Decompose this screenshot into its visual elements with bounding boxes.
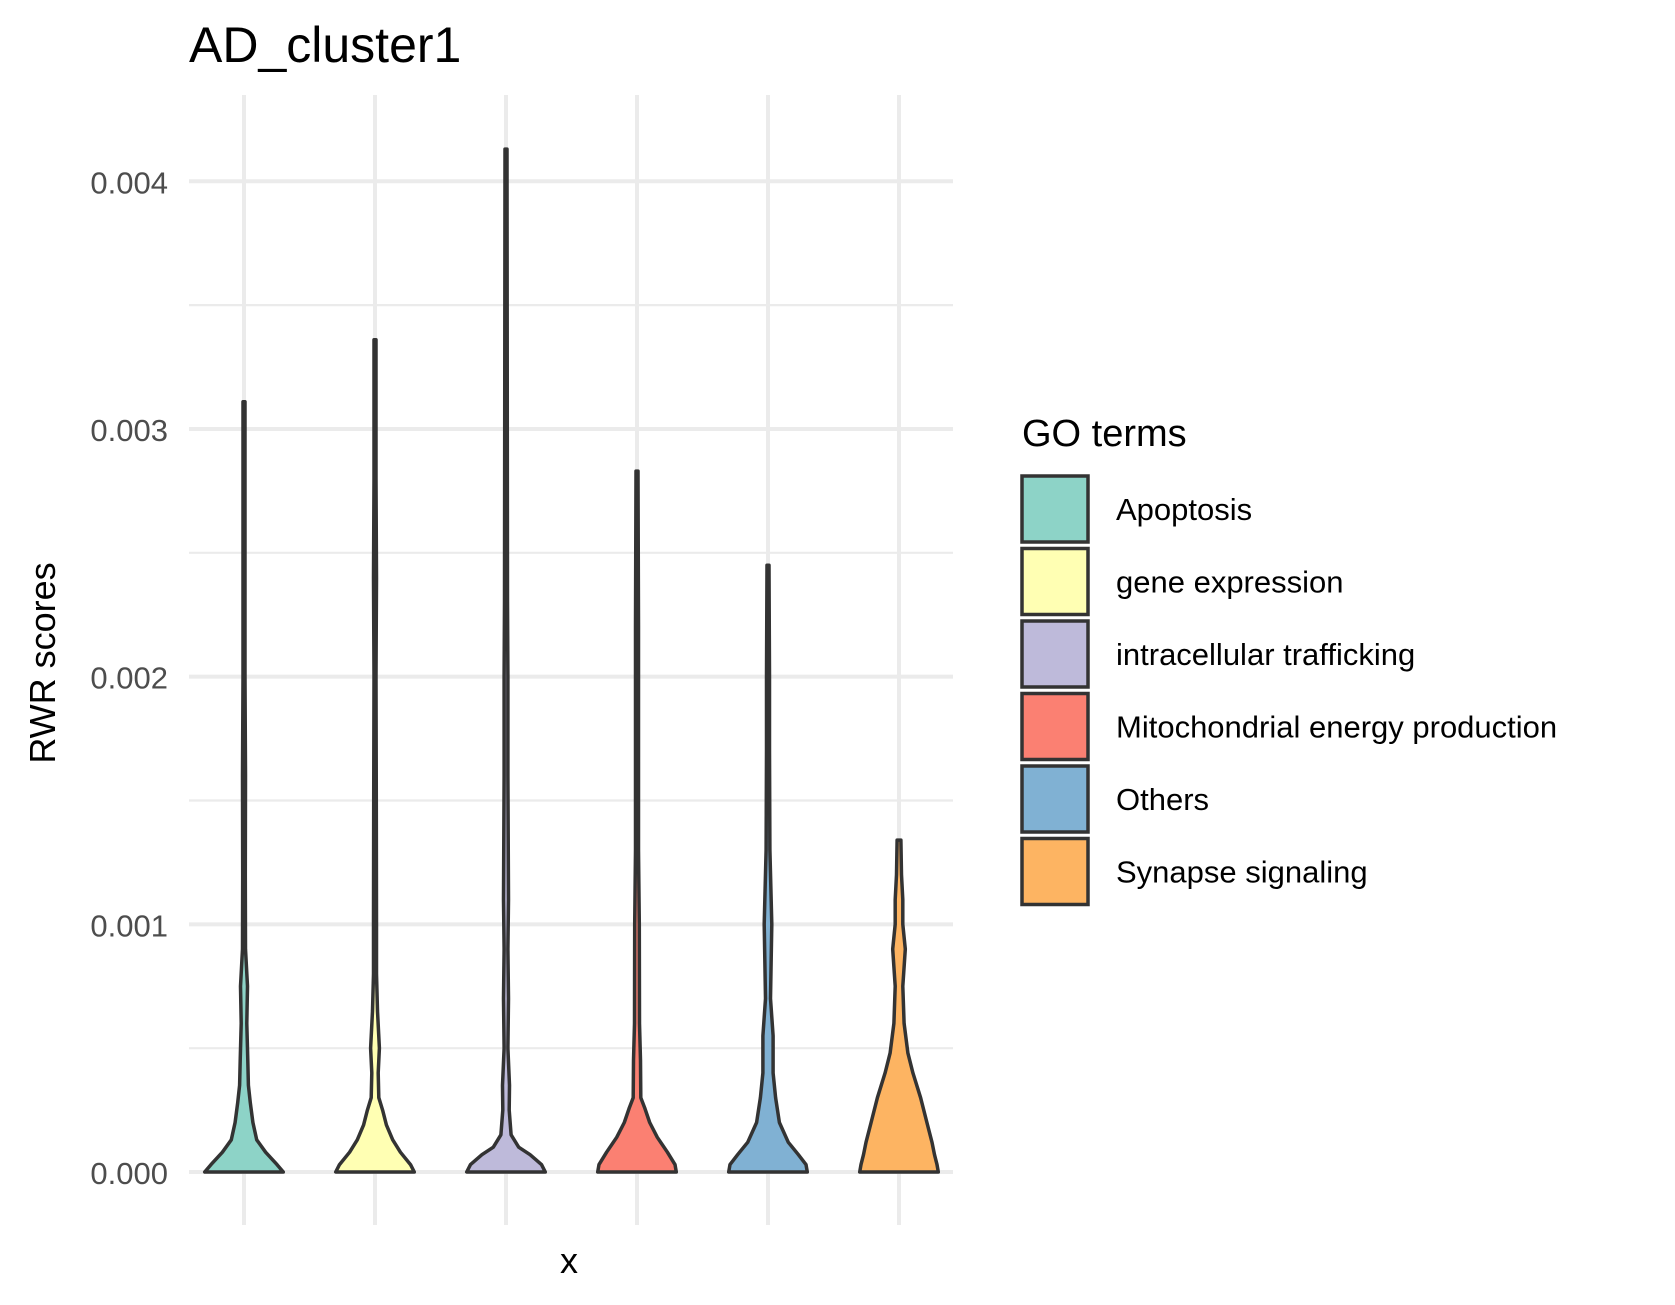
legend-title: GO terms (1022, 413, 1187, 455)
legend-key (1020, 474, 1090, 544)
legend-key (1020, 836, 1090, 907)
y-tick-label: 0.000 (90, 1156, 168, 1191)
legend-key (1020, 546, 1090, 617)
violin-gene-expression (333, 338, 417, 1174)
legend-label: gene expression (1116, 565, 1344, 600)
legend-label: Mitochondrial energy production (1116, 710, 1557, 745)
y-tick-labels: 0.000 0.001 0.002 0.003 0.004 (90, 165, 168, 1191)
violin-others (726, 563, 810, 1174)
grid-lines (189, 95, 953, 1225)
legend-label: Synapse signaling (1116, 855, 1368, 890)
y-tick-label: 0.004 (90, 165, 168, 200)
legend-key (1020, 619, 1090, 689)
violin-intracellular-trafficking (464, 147, 548, 1174)
legend-label: Apoptosis (1116, 492, 1252, 527)
legend-items: Apoptosis gene expression intracellular tr… (1020, 474, 1557, 907)
legend-key (1020, 691, 1090, 762)
violin-synapse-signaling (857, 838, 941, 1174)
legend-label: Others (1116, 782, 1209, 817)
legend: GO terms Apoptosis gene expression intrace… (1020, 413, 1557, 907)
legend-label: intracellular trafficking (1116, 637, 1415, 672)
violin-mitochondrial-energy-production (595, 469, 679, 1174)
y-axis-label: RWR scores (22, 562, 63, 763)
violin-apoptosis (202, 399, 286, 1174)
y-tick-label: 0.003 (90, 413, 168, 448)
y-tick-label: 0.001 (90, 908, 168, 943)
legend-key (1020, 764, 1090, 834)
chart-title: AD_cluster1 (189, 17, 461, 73)
x-axis-label: x (560, 1240, 578, 1281)
violin-group (202, 147, 941, 1174)
y-tick-label: 0.002 (90, 661, 168, 696)
